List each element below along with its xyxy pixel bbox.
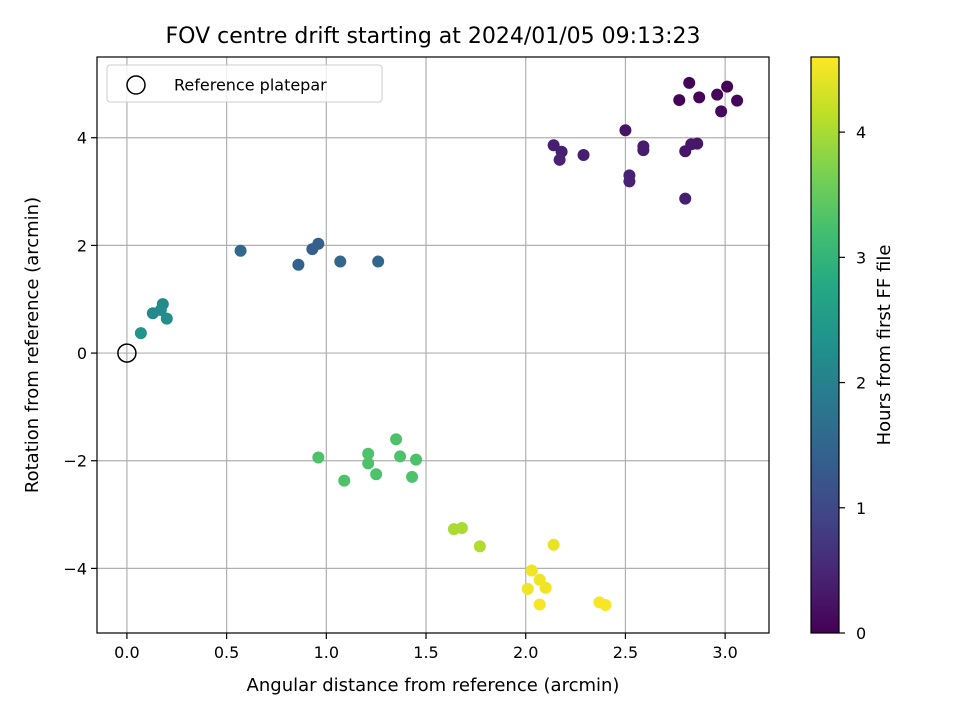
data-point <box>338 474 351 487</box>
y-tick-label: −4 <box>63 559 87 578</box>
y-axis-ticks: −4 −2 0 2 4 <box>63 129 97 578</box>
chart-title: FOV centre drift starting at 2024/01/05 … <box>166 24 701 49</box>
data-point <box>394 450 407 463</box>
data-point <box>146 307 159 320</box>
x-tick-label: 1.5 <box>413 643 438 662</box>
data-point <box>292 258 305 271</box>
data-point <box>533 598 546 611</box>
data-point <box>160 312 173 325</box>
data-point <box>683 76 696 89</box>
y-tick-label: 2 <box>77 236 87 255</box>
data-point <box>637 144 650 157</box>
data-point <box>619 124 632 137</box>
colorbar-frame <box>810 56 840 634</box>
colorbar-label: Hours from first FF file <box>874 245 895 446</box>
data-point <box>521 582 534 595</box>
legend-marker-reference <box>126 75 146 95</box>
data-point <box>721 80 734 93</box>
data-point <box>731 94 744 107</box>
colorbar-tick-label: 0 <box>856 624 866 643</box>
data-point <box>599 599 612 612</box>
data-point <box>362 457 375 470</box>
x-tick-label: 2.5 <box>613 643 638 662</box>
colorbar-tick-label: 2 <box>856 374 866 393</box>
colorbar-tick-label: 1 <box>856 499 866 518</box>
x-tick-label: 1.0 <box>314 643 339 662</box>
y-axis-label: Rotation from reference (arcmin) <box>22 197 43 493</box>
x-tick-label: 0.5 <box>214 643 239 662</box>
data-point <box>410 453 423 466</box>
data-point <box>334 255 347 268</box>
colorbar: 0 1 2 3 4 Hours from first FF file <box>810 56 895 643</box>
y-tick-label: 0 <box>77 344 87 363</box>
x-axis-ticks: 0.0 0.5 1.0 1.5 2.0 2.5 3.0 <box>114 633 738 662</box>
y-tick-label: 4 <box>77 129 87 148</box>
legend: Reference platepar <box>106 64 383 103</box>
x-tick-label: 3.0 <box>712 643 737 662</box>
data-point <box>362 447 375 460</box>
data-point <box>691 137 704 150</box>
grid <box>97 57 769 633</box>
data-point <box>547 139 560 152</box>
data-point <box>390 433 403 446</box>
legend-label-reference: Reference platepar <box>174 76 327 95</box>
data-point <box>693 91 706 104</box>
colorbar-ticks: 0 1 2 3 4 <box>839 123 866 643</box>
data-point <box>473 540 486 553</box>
data-point <box>715 105 728 118</box>
colorbar-tick-label: 4 <box>856 123 866 142</box>
data-point <box>673 94 686 107</box>
data-point <box>370 468 383 481</box>
data-point <box>577 148 590 161</box>
colorbar-gradient <box>811 57 839 633</box>
data-point <box>406 470 419 483</box>
data-point <box>679 145 692 158</box>
data-point <box>539 581 552 594</box>
x-tick-label: 0.0 <box>114 643 139 662</box>
x-tick-label: 2.0 <box>513 643 538 662</box>
data-points <box>134 76 744 612</box>
data-point <box>623 175 636 188</box>
data-point <box>134 327 147 340</box>
reference-platepar-marker <box>117 343 137 363</box>
legend-box <box>106 64 383 103</box>
data-point <box>306 243 319 256</box>
x-axis-label: Angular distance from reference (arcmin) <box>247 675 620 696</box>
plot-frame <box>96 56 770 634</box>
data-point <box>525 564 538 577</box>
data-point <box>455 522 468 535</box>
data-point <box>372 255 385 268</box>
data-point <box>234 244 247 257</box>
colorbar-tick-label: 3 <box>856 248 866 267</box>
data-point <box>547 538 560 551</box>
data-point <box>553 153 566 166</box>
data-point <box>711 88 724 101</box>
y-tick-label: −2 <box>63 452 87 471</box>
data-point <box>312 451 325 464</box>
data-point <box>679 192 692 205</box>
